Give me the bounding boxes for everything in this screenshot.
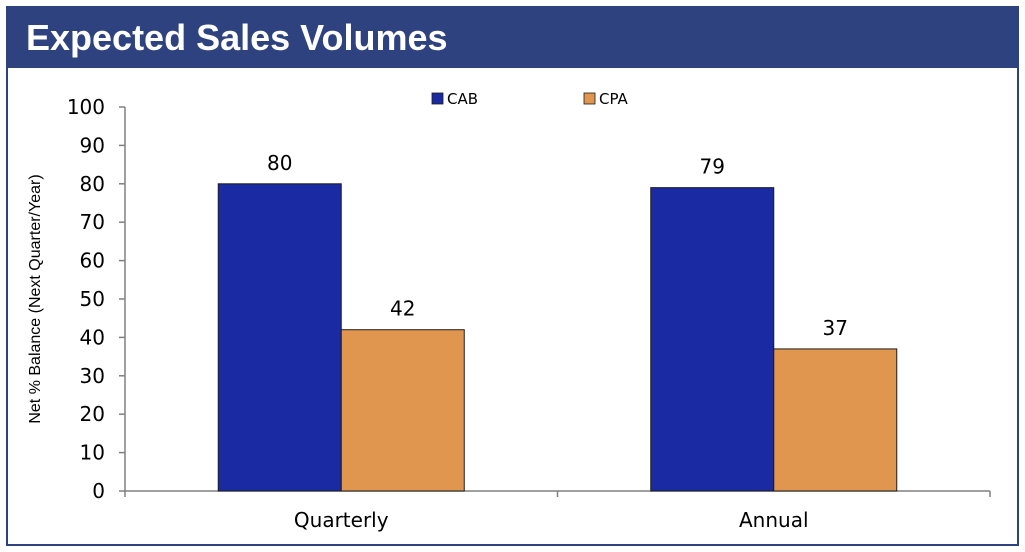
y-axis-title: Net % Balance (Next Quarter/Year) <box>27 174 44 423</box>
legend-label-cpa: CPA <box>599 90 629 108</box>
y-tick-label: 10 <box>80 441 105 465</box>
data-label: 37 <box>823 316 848 340</box>
title-banner: Expected Sales Volumes <box>8 8 1017 68</box>
y-tick-label: 100 <box>67 95 105 119</box>
chart-frame: Expected Sales Volumes <box>6 6 1019 546</box>
y-tick-label: 40 <box>80 325 105 349</box>
page-title: Expected Sales Volumes <box>26 17 448 58</box>
data-label: 80 <box>267 151 292 175</box>
y-tick-label: 50 <box>80 287 105 311</box>
y-tick-label: 0 <box>92 479 105 503</box>
x-category-label: Annual <box>739 508 809 532</box>
y-tick-label: 20 <box>80 402 105 426</box>
legend-label-cab: CAB <box>447 90 478 108</box>
data-label: 79 <box>700 155 725 179</box>
bar-cpa <box>340 329 465 492</box>
data-label: 42 <box>390 297 415 321</box>
y-tick-label: 30 <box>80 364 105 388</box>
bar-cab <box>650 187 775 492</box>
y-tick-label: 60 <box>80 249 105 273</box>
legend-swatch-cpa <box>583 92 596 105</box>
x-category-label: Quarterly <box>294 508 389 532</box>
bar-cpa <box>773 348 898 492</box>
bar-cab <box>217 183 342 492</box>
y-tick-label: 90 <box>80 133 105 157</box>
y-tick-label: 70 <box>80 210 105 234</box>
legend-swatch-cab <box>431 92 444 105</box>
y-tick-label: 80 <box>80 172 105 196</box>
